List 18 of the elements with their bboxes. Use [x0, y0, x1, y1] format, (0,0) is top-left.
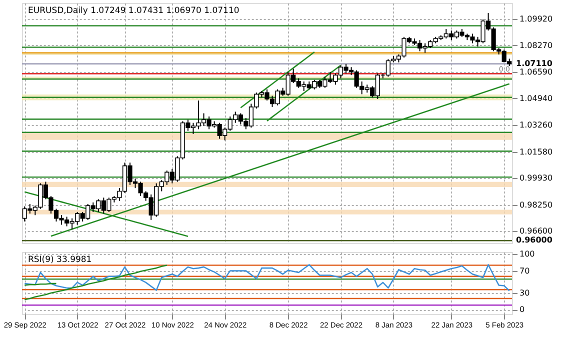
y-tick-label: 1.04940: [520, 94, 553, 103]
chart-title: RSI(9) 33.9981: [28, 255, 92, 265]
ref-line-label: 0.96000: [516, 236, 553, 245]
y-tick-label: 0.98250: [520, 200, 553, 210]
y-tick-label: 0: [520, 305, 525, 314]
y-tick-label: 1.09920: [520, 14, 553, 24]
y-tick-label: 1.01580: [520, 147, 553, 156]
y-tick-label: 1.06590: [520, 68, 553, 77]
y-tick-label: 1.03260: [520, 120, 553, 130]
ref-line-label: 1.07110: [516, 58, 553, 68]
y-tick-label: 0.96600: [520, 226, 553, 236]
y-tick-label: 1.08270: [520, 40, 553, 50]
y-tick-label: 0.99930: [520, 174, 553, 183]
chart-title: EURUSD,Daily 1.07249 1.07431 1.06970 1.07110: [28, 6, 240, 16]
line-series: [24, 264, 510, 292]
y-tick-label: 30: [520, 288, 530, 298]
y-tick-label: 100: [520, 250, 535, 259]
y-tick-label: 70: [520, 266, 530, 276]
